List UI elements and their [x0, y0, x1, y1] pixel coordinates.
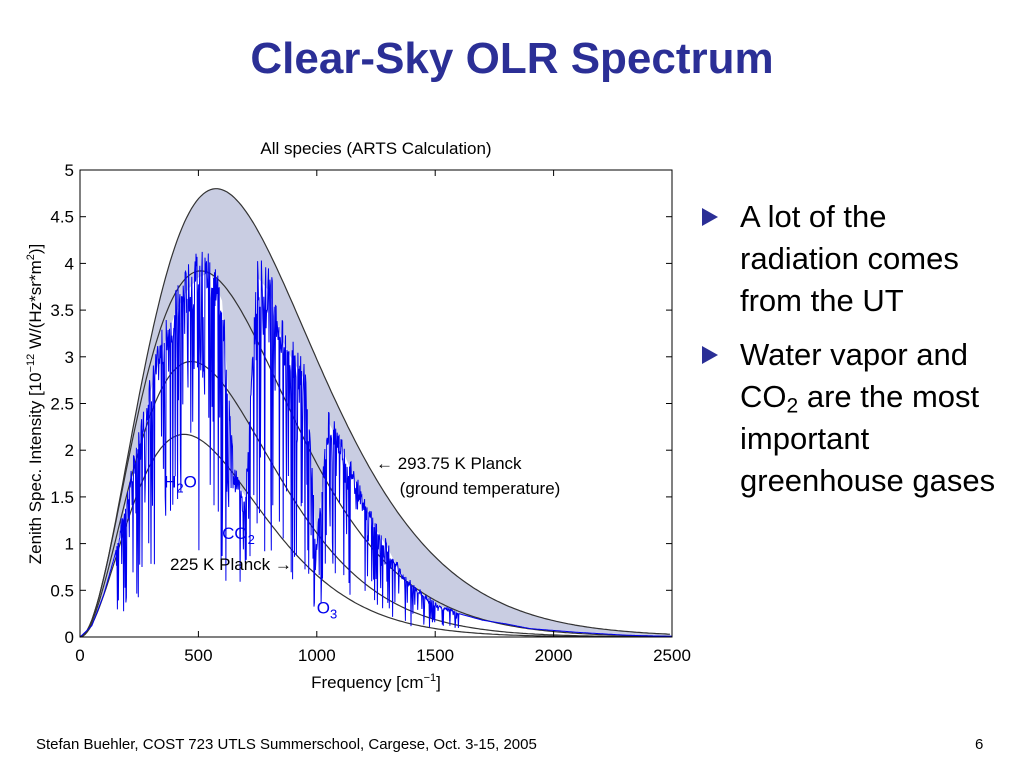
chart-annotation: (ground temperature): [400, 479, 561, 498]
y-tick-label: 2: [65, 441, 74, 460]
species-labels: H2O CO2 O3: [164, 473, 337, 622]
spectrum-line: [79, 251, 673, 638]
planck-curve-225: [80, 433, 670, 638]
x-tick-label: 0: [75, 646, 84, 665]
annotations: ← 293.75 K Planck (ground temperature) 225…: [170, 454, 560, 574]
y-tick-label: 1.5: [50, 488, 74, 507]
y-tick-label: 0: [65, 628, 74, 647]
y-tick-label: 4: [65, 254, 74, 273]
page-number: 6: [975, 736, 984, 753]
planck-293-fill: [80, 188, 672, 637]
x-axis-label: Frequency [cm−1]: [311, 672, 441, 692]
triangle-bullet-icon: [702, 208, 718, 226]
olr-spectrum-chart: All species (ARTS Calculation) 0 500 1000 1…: [25, 139, 691, 692]
footer-text: Stefan Buehler, COST 723 UTLS Summerscho…: [36, 736, 537, 753]
y-tick-label: 5: [65, 161, 74, 180]
planck-curve-293: [79, 188, 670, 638]
y-tick-label: 1: [65, 535, 74, 554]
x-axis-label-sup: −1: [424, 672, 437, 684]
y-tick-label: 4.5: [50, 208, 74, 227]
y-tick-label: 0.5: [50, 581, 74, 600]
y-tick-label: 2.5: [50, 395, 74, 414]
x-tick-label: 2000: [535, 646, 573, 665]
species-label: CO2: [222, 524, 255, 547]
chart-annotation: ← 293.75 K Planck: [376, 454, 522, 473]
species-label: H2O: [164, 473, 197, 496]
x-tick-label: 1000: [298, 646, 336, 665]
x-tick-label: 1500: [416, 646, 454, 665]
bullet-item: Water vapor and CO2 are the most importa…: [700, 334, 1010, 502]
bullet-text: A lot of the radiation comes from the UT: [740, 199, 959, 318]
bullet-list: A lot of the radiation comes from the UT…: [700, 196, 1010, 514]
triangle-bullet-icon: [702, 346, 718, 364]
chart-title: All species (ARTS Calculation): [260, 139, 491, 158]
y-tick-label: 3.5: [50, 301, 74, 320]
axis-ticks: 0 500 1000 1500 2000 2500 0 0.5 1 1.5 2 2.5 3 3.5 4 4.5…: [50, 161, 691, 665]
y-tick-label: 3: [65, 348, 74, 367]
y-axis-label: Zenith Spec. Intensity [10−12 W/(Hz*sr*m…: [25, 244, 45, 565]
plot-area: [79, 188, 673, 638]
slide-title: Clear-Sky OLR Spectrum: [250, 34, 774, 83]
species-label: O3: [317, 599, 337, 622]
x-tick-label: 2500: [653, 646, 691, 665]
bullet-text: Water vapor and CO2 are the most importa…: [740, 337, 996, 498]
chart-annotation: 225 K Planck →: [170, 555, 292, 574]
x-tick-label: 500: [184, 646, 212, 665]
bullet-item: A lot of the radiation comes from the UT: [700, 196, 1010, 322]
